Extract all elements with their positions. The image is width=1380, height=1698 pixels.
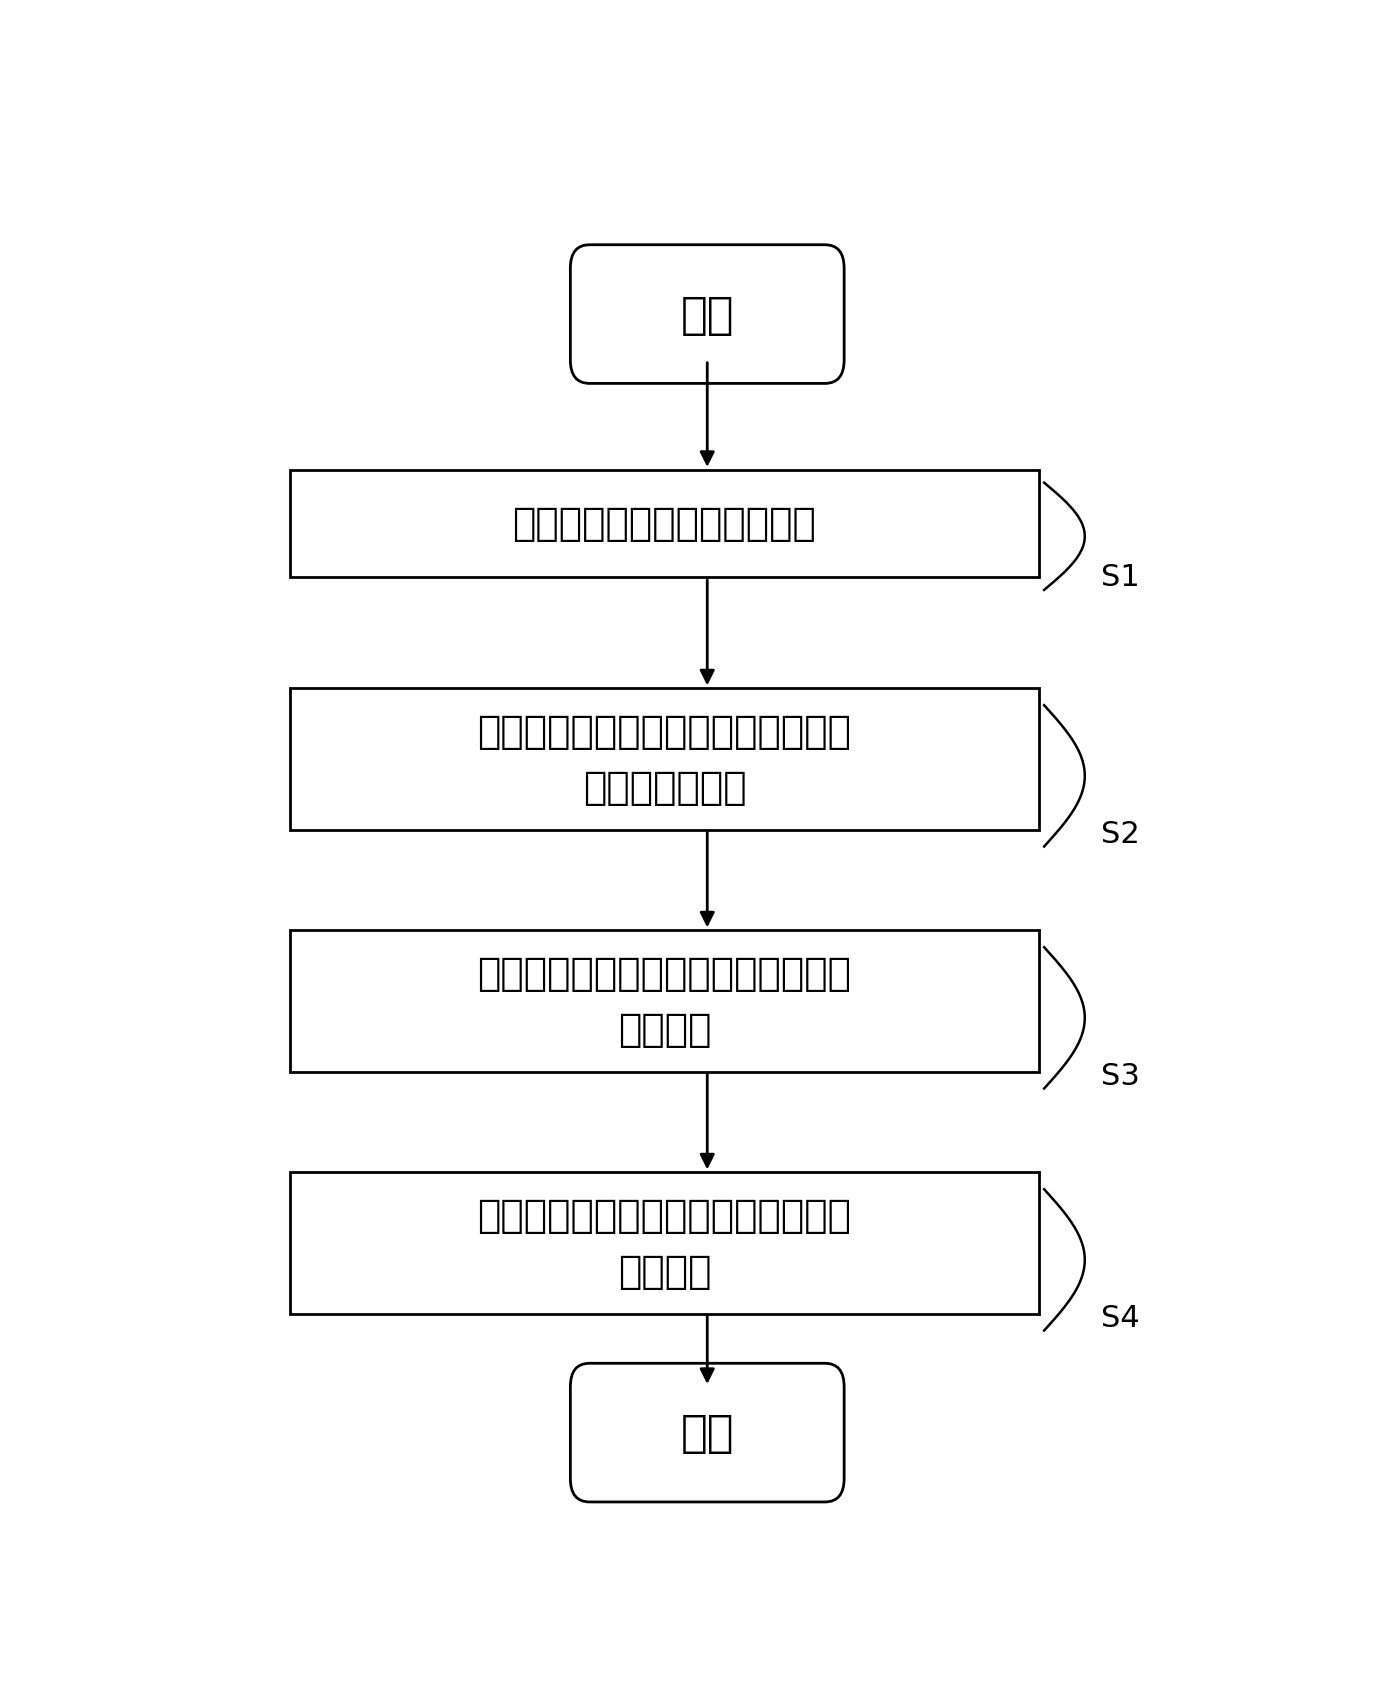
Text: S1: S1 [1101, 564, 1140, 593]
Text: S4: S4 [1101, 1302, 1140, 1333]
Text: S3: S3 [1101, 1061, 1140, 1090]
Text: 对测试案例列表进行缺陷测试，得到
缺陷数据: 对测试案例列表进行缺陷测试，得到 缺陷数据 [477, 954, 851, 1048]
Bar [290, 470, 1039, 577]
FancyBboxPatch shape [570, 246, 845, 384]
FancyBboxPatch shape [570, 1363, 845, 1503]
Text: 结束: 结束 [680, 1411, 734, 1453]
Text: S2: S2 [1101, 820, 1140, 849]
Bar [290, 931, 1039, 1071]
Text: 对缺陷数据进行分析，得到需求测试
的复杂度: 对缺陷数据进行分析，得到需求测试 的复杂度 [477, 1195, 851, 1290]
Bar [290, 1173, 1039, 1314]
Text: 开始: 开始 [680, 294, 734, 336]
Text: 获取需求测试的测试案例数据: 获取需求测试的测试案例数据 [512, 504, 817, 543]
Text: 根据接口请求获得测试案例数据对应
的测试案例列表: 根据接口请求获得测试案例数据对应 的测试案例列表 [477, 713, 851, 807]
Bar [290, 689, 1039, 830]
